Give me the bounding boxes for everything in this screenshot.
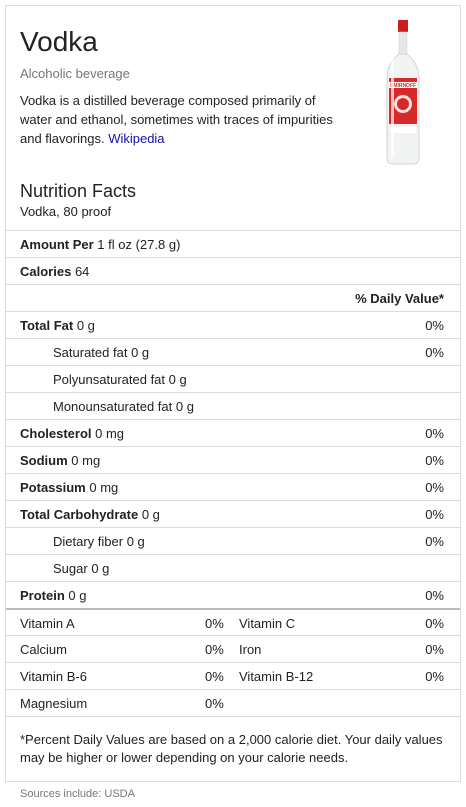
page-title: Vodka [20,26,98,57]
nutrition-facts-title: Nutrition Facts [20,181,137,201]
nutrient-pct: 0% [425,480,444,495]
amount-per-label: Amount Per [20,237,94,252]
bottle-label: SMIRNOFF [390,83,416,89]
vitamin-name: Magnesium [20,696,88,711]
nutrient-row-cholesterol: Cholesterol 0 mg 0% [6,419,460,446]
nutrient-value: 0 g [141,507,160,522]
vitamin-name: Calcium [20,642,67,657]
nutrient-row-potassium: Potassium 0 mg 0% [6,473,460,500]
vitamin-pct: 0% [205,642,224,657]
nutrient-value: 0 mg [89,480,119,495]
calories-label: Calories [20,264,72,279]
entity-subtitle: Alcoholic beverage [20,66,130,81]
daily-value-header: % Daily Value* [355,291,444,306]
nutrient-value: 0 g [76,318,95,333]
vodka-bottle-icon[interactable]: SMIRNOFF [381,18,425,168]
nutrient-pct: 0% [425,453,444,468]
vitamin-row: Calcium 0% Iron 0% [6,635,460,662]
sources-text: Sources include: USDA [20,788,135,800]
nutrient-row-total-carbohydrate: Total Carbohydrate 0 g 0% [6,500,460,527]
entity-description: Vodka is a distilled beverage composed p… [20,91,350,148]
nutrient-row-total-fat: Total Fat 0 g 0% [6,311,460,338]
nutrition-facts-subtitle: Vodka, 80 proof [20,204,112,219]
nutrient-pct: 0% [425,588,444,603]
nutrient-row-dietary-fiber: Dietary fiber 0 g 0% [6,527,460,554]
nutrient-label: Protein [20,588,65,603]
nutrient-pct: 0% [425,345,444,360]
nutrient-label: Saturated fat [53,345,128,360]
vitamin-pct: 0% [205,669,224,684]
vitamin-name: Vitamin A [20,616,75,631]
vitamin-name: Vitamin B-12 [239,669,314,684]
wikipedia-link[interactable]: Wikipedia [108,131,165,146]
nutrient-pct: 0% [425,534,444,549]
daily-value-footnote: *Percent Daily Values are based on a 2,0… [6,716,460,778]
description-text: Vodka is a distilled beverage composed p… [20,93,333,146]
nutrient-value: 0 g [168,372,187,387]
knowledge-panel-card: Vodka Alcoholic beverage Vodka is a dist… [5,5,461,782]
vitamin-name: Vitamin B-6 [20,669,87,684]
nutrient-label: Cholesterol [20,426,92,441]
vitamin-pct: 0% [425,669,444,684]
nutrient-label: Total Fat [20,318,74,333]
nutrient-row-monounsaturated-fat: Monounsaturated fat 0 g [6,392,460,419]
amount-per-row: Amount Per 1 fl oz (27.8 g) [6,230,460,257]
vitamin-pct: 0% [425,642,444,657]
nutrient-pct: 0% [425,318,444,333]
vitamin-row: Vitamin B-6 0% Vitamin B-12 0% [6,662,460,689]
vitamin-row: Vitamin A 0% Vitamin C 0% [6,608,460,635]
nutrient-pct: 0% [425,507,444,522]
nutrient-row-protein: Protein 0 g 0% [6,581,460,608]
nutrient-value: 0 g [68,588,87,603]
vitamin-pct: 0% [205,616,224,631]
nutrient-pct: 0% [425,426,444,441]
nutrient-value: 0 g [131,345,150,360]
vitamin-name: Iron [239,642,262,657]
calories-row: Calories 64 [6,257,460,284]
vitamin-name: Vitamin C [239,616,296,631]
nutrient-value: 0 mg [95,426,125,441]
nutrient-label: Sugar [53,561,88,576]
nutrient-label: Dietary fiber [53,534,124,549]
vitamin-pct: 0% [205,696,224,711]
vitamin-row: Magnesium 0% [6,689,460,716]
nutrient-value: 0 g [126,534,145,549]
nutrient-row-sugar: Sugar 0 g [6,554,460,581]
vitamin-pct: 0% [425,616,444,631]
nutrient-label: Total Carbohydrate [20,507,139,522]
amount-per-value: 1 fl oz (27.8 g) [97,237,181,252]
nutrient-value: 0 g [91,561,110,576]
nutrient-value: 0 mg [71,453,101,468]
nutrition-table: Amount Per 1 fl oz (27.8 g) Calories 64 … [6,230,460,778]
panel-header: Vodka Alcoholic beverage Vodka is a dist… [6,6,460,219]
nutrient-label: Monounsaturated fat [53,399,173,414]
nutrient-label: Sodium [20,453,68,468]
calories-value: 64 [74,264,90,279]
nutrient-row-polyunsaturated-fat: Polyunsaturated fat 0 g [6,365,460,392]
nutrient-row-saturated-fat: Saturated fat 0 g 0% [6,338,460,365]
nutrient-value: 0 g [175,399,194,414]
nutrient-label: Potassium [20,480,86,495]
nutrient-label: Polyunsaturated fat [53,372,166,387]
daily-value-header-row: % Daily Value* [6,284,460,311]
nutrient-row-sodium: Sodium 0 mg 0% [6,446,460,473]
